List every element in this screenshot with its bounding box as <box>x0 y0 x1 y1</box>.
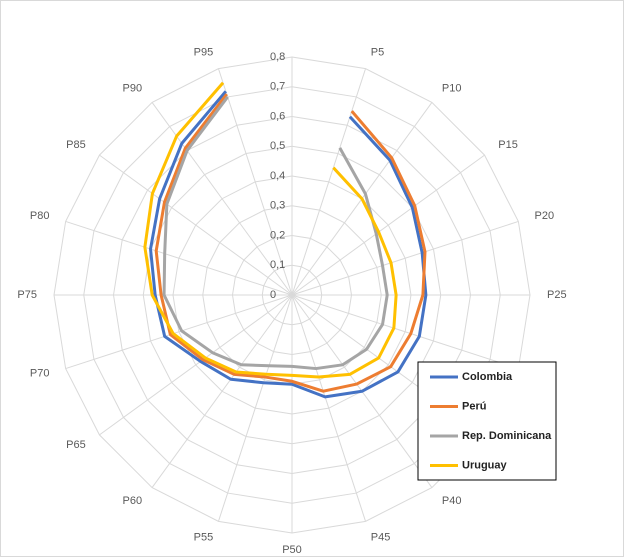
spoke <box>291 294 367 522</box>
category-label: P85 <box>66 139 86 151</box>
spoke <box>99 154 293 296</box>
r-tick-label: 0,8 <box>270 51 285 63</box>
r-tick-label: 0,2 <box>270 229 285 241</box>
spoke <box>291 154 485 296</box>
spoke <box>291 220 519 296</box>
category-label: P55 <box>194 531 214 543</box>
r-tick-label: 0,1 <box>270 259 285 271</box>
category-label: P10 <box>442 83 462 95</box>
spoke <box>151 294 293 488</box>
r-tick-label: 0,5 <box>270 140 285 152</box>
category-label: P90 <box>123 83 143 95</box>
r-tick-label: 0,3 <box>270 200 285 212</box>
category-label: P5 <box>371 46 384 58</box>
category-label: P95 <box>194 46 214 58</box>
category-label: P45 <box>371 531 391 543</box>
category-label: P50 <box>282 544 302 556</box>
r-tick-label: 0 <box>270 289 276 301</box>
category-label: P25 <box>547 289 567 301</box>
r-tick-label: 0,4 <box>270 170 285 182</box>
spoke <box>65 294 293 370</box>
spoke <box>217 68 293 296</box>
category-label: P20 <box>535 210 555 222</box>
series-line <box>143 81 398 379</box>
category-label: P60 <box>123 495 143 507</box>
category-label: P70 <box>30 368 50 380</box>
series-line <box>149 90 428 399</box>
category-label: P65 <box>66 439 86 451</box>
spoke <box>151 102 293 296</box>
r-tick-label: 0,6 <box>270 110 285 122</box>
category-label: P15 <box>498 139 518 151</box>
category-label: P80 <box>30 210 50 222</box>
legend-label: Colombia <box>462 371 513 383</box>
legend-label: Rep. Dominicana <box>462 430 552 442</box>
spoke <box>217 294 293 522</box>
spoke <box>99 294 293 436</box>
spoke <box>65 220 293 296</box>
legend-label: Perú <box>462 400 486 412</box>
category-label: P40 <box>442 495 462 507</box>
series-line <box>154 93 427 393</box>
spoke <box>291 68 367 296</box>
legend-label: Uruguay <box>462 459 508 471</box>
category-label: P75 <box>17 289 37 301</box>
legend-box <box>417 361 557 481</box>
r-tick-label: 0,7 <box>270 81 285 93</box>
series-line <box>162 96 389 371</box>
spoke <box>291 294 519 370</box>
